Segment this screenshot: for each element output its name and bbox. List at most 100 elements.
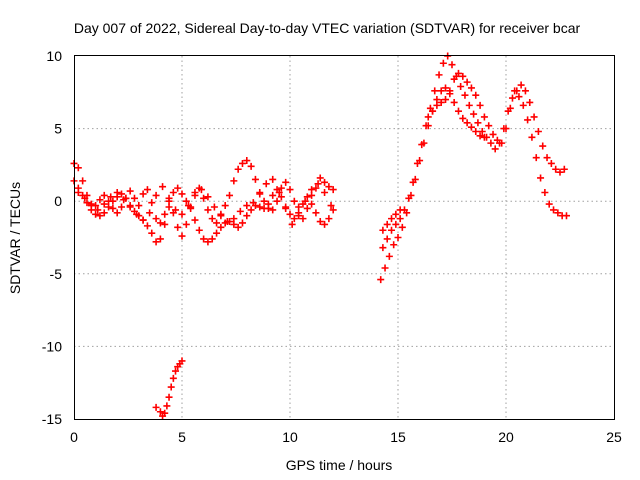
x-tick-label: 20 xyxy=(498,429,514,445)
data-point xyxy=(152,403,160,411)
data-point xyxy=(200,235,208,243)
data-point xyxy=(396,206,404,214)
data-point xyxy=(498,139,506,147)
data-point xyxy=(385,252,393,260)
data-point xyxy=(515,93,523,101)
data-point xyxy=(81,194,89,202)
series-track-b xyxy=(70,177,337,246)
data-point xyxy=(109,197,117,205)
data-point xyxy=(143,186,151,194)
data-point xyxy=(480,113,488,121)
data-point xyxy=(429,107,437,115)
data-point xyxy=(388,226,396,234)
data-point xyxy=(295,212,303,220)
data-point xyxy=(450,98,458,106)
data-point xyxy=(96,196,104,204)
y-tick-label: 5 xyxy=(54,121,62,137)
data-point xyxy=(178,210,186,218)
data-point xyxy=(143,222,151,230)
data-point xyxy=(264,200,272,208)
data-point xyxy=(388,215,396,223)
data-point xyxy=(256,190,264,198)
data-point xyxy=(282,204,290,212)
data-point xyxy=(79,177,87,185)
data-point xyxy=(208,235,216,243)
data-point xyxy=(392,210,400,218)
data-point xyxy=(459,114,467,122)
data-point xyxy=(474,119,482,127)
data-point xyxy=(442,96,450,104)
data-point xyxy=(182,220,190,228)
data-point xyxy=(178,357,186,365)
plot-frame xyxy=(74,55,615,420)
data-point xyxy=(491,145,499,153)
data-point xyxy=(161,220,169,228)
x-tick-labels: 0 5 10 15 20 25 xyxy=(70,429,622,445)
series-track-e xyxy=(379,52,568,252)
data-point xyxy=(308,200,316,208)
data-point xyxy=(238,159,246,167)
data-point xyxy=(161,210,169,218)
data-point xyxy=(238,219,246,227)
data-point xyxy=(230,215,238,223)
data-point xyxy=(383,235,391,243)
grid-layer xyxy=(74,56,614,419)
data-point xyxy=(247,206,255,214)
data-point xyxy=(439,59,447,67)
data-point xyxy=(526,98,534,106)
data-point xyxy=(256,203,264,211)
data-point xyxy=(172,367,180,375)
data-point xyxy=(381,264,389,272)
data-point xyxy=(277,193,285,201)
data-point xyxy=(159,183,167,191)
data-point xyxy=(446,87,454,95)
data-point xyxy=(299,215,307,223)
data-point xyxy=(467,123,475,131)
data-point xyxy=(126,187,134,195)
x-tick-label: 0 xyxy=(70,429,78,445)
data-point xyxy=(517,81,525,89)
data-point xyxy=(204,206,212,214)
data-point xyxy=(392,220,400,228)
data-point xyxy=(277,184,285,192)
data-point xyxy=(301,197,309,205)
data-point xyxy=(437,98,445,106)
data-point xyxy=(251,175,259,183)
data-point xyxy=(234,223,242,231)
data-point xyxy=(204,238,212,246)
data-point xyxy=(530,113,538,121)
data-point xyxy=(435,71,443,79)
data-point xyxy=(174,184,182,192)
data-point xyxy=(135,202,143,210)
data-point xyxy=(329,206,337,214)
x-axis-label: GPS time / hours xyxy=(286,457,393,473)
data-point xyxy=(126,203,134,211)
chart-title: Day 007 of 2022, Sidereal Day-to-day VTE… xyxy=(74,20,581,36)
data-point xyxy=(398,223,406,231)
data-point xyxy=(275,188,283,196)
y-tick-label: -10 xyxy=(42,338,62,354)
data-point xyxy=(325,183,333,191)
y-tick-label: 10 xyxy=(46,48,62,64)
data-point xyxy=(165,393,173,401)
data-point xyxy=(459,72,467,80)
data-point xyxy=(213,229,221,237)
data-point xyxy=(118,190,126,198)
data-point xyxy=(316,218,324,226)
data-point xyxy=(431,87,439,95)
data-point xyxy=(437,87,445,95)
data-point xyxy=(113,209,121,217)
data-point xyxy=(303,193,311,201)
data-point xyxy=(476,132,484,140)
data-point xyxy=(120,196,128,204)
data-point xyxy=(249,199,257,207)
data-point xyxy=(282,178,290,186)
data-point xyxy=(226,191,234,199)
data-point xyxy=(327,202,335,210)
data-point xyxy=(493,136,501,144)
data-point xyxy=(312,209,320,217)
y-tick-label: 0 xyxy=(54,193,62,209)
data-point xyxy=(167,383,175,391)
data-point xyxy=(243,212,251,220)
data-point xyxy=(243,157,251,165)
